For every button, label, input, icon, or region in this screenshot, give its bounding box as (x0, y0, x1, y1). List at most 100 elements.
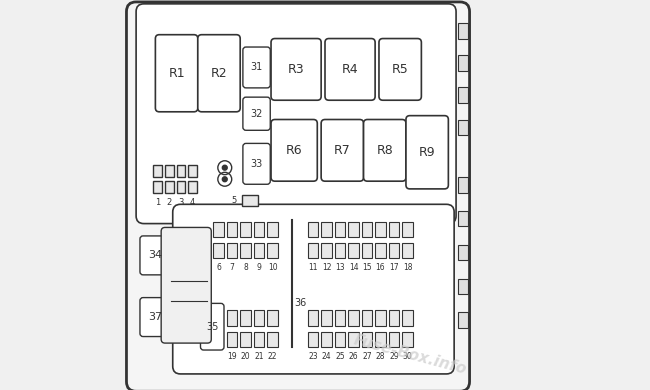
Text: 7: 7 (229, 263, 235, 273)
Text: 37: 37 (148, 312, 162, 322)
Text: 34: 34 (148, 250, 162, 261)
Text: 17: 17 (389, 263, 399, 273)
Bar (361, 222, 372, 237)
FancyBboxPatch shape (155, 35, 198, 112)
Bar (348, 243, 359, 258)
Text: 12: 12 (322, 263, 332, 273)
Bar (240, 243, 251, 258)
FancyBboxPatch shape (140, 298, 171, 337)
Bar (188, 165, 197, 177)
Bar (335, 243, 345, 258)
Bar (177, 165, 185, 177)
Bar (375, 310, 386, 326)
FancyBboxPatch shape (379, 39, 421, 100)
Bar (213, 222, 224, 237)
Text: 4: 4 (190, 198, 195, 207)
Text: 22: 22 (268, 352, 278, 361)
FancyBboxPatch shape (173, 204, 454, 374)
Text: R5: R5 (392, 63, 409, 76)
Text: R4: R4 (342, 63, 358, 76)
Text: 1: 1 (155, 198, 161, 207)
Bar (375, 222, 386, 237)
FancyBboxPatch shape (271, 119, 317, 181)
Bar (348, 310, 359, 326)
Text: 29: 29 (389, 352, 399, 361)
Text: 20: 20 (240, 352, 250, 361)
Bar (458, 55, 467, 71)
Bar (267, 310, 278, 326)
Text: 32: 32 (250, 109, 263, 119)
Circle shape (222, 165, 227, 170)
Bar (375, 332, 386, 347)
FancyBboxPatch shape (161, 227, 211, 343)
Bar (335, 310, 345, 326)
Bar (321, 310, 332, 326)
Bar (458, 87, 467, 103)
Bar (307, 310, 318, 326)
FancyBboxPatch shape (127, 2, 469, 390)
Text: 36: 36 (294, 298, 306, 308)
Bar (389, 222, 399, 237)
Bar (153, 181, 162, 193)
Bar (227, 332, 237, 347)
Circle shape (222, 177, 227, 182)
Bar (242, 195, 257, 206)
Bar (335, 222, 345, 237)
Text: 8: 8 (243, 263, 248, 273)
Bar (458, 278, 467, 294)
Bar (267, 222, 278, 237)
Bar (254, 310, 265, 326)
Bar (458, 119, 467, 135)
Bar (267, 243, 278, 258)
Bar (458, 211, 467, 227)
Text: 13: 13 (335, 263, 345, 273)
Bar (177, 181, 185, 193)
Text: 9: 9 (257, 263, 261, 273)
Bar (321, 222, 332, 237)
Bar (240, 222, 251, 237)
Bar (240, 332, 251, 347)
Bar (321, 332, 332, 347)
Text: 26: 26 (348, 352, 358, 361)
Bar (375, 243, 386, 258)
Text: 18: 18 (403, 263, 412, 273)
FancyBboxPatch shape (140, 236, 171, 275)
FancyBboxPatch shape (325, 39, 375, 100)
Text: 25: 25 (335, 352, 345, 361)
FancyBboxPatch shape (271, 39, 321, 100)
Bar (402, 243, 413, 258)
Bar (227, 243, 237, 258)
Bar (402, 222, 413, 237)
Text: 11: 11 (308, 263, 318, 273)
FancyBboxPatch shape (200, 303, 224, 350)
Bar (307, 243, 318, 258)
Text: 15: 15 (362, 263, 372, 273)
Bar (402, 332, 413, 347)
Bar (361, 310, 372, 326)
FancyBboxPatch shape (243, 47, 270, 88)
FancyBboxPatch shape (243, 97, 270, 130)
Text: R6: R6 (286, 144, 302, 157)
Bar (458, 312, 467, 328)
Bar (458, 177, 467, 193)
FancyBboxPatch shape (406, 116, 448, 189)
FancyBboxPatch shape (198, 35, 240, 112)
Text: 5: 5 (231, 196, 237, 205)
Text: R7: R7 (334, 144, 351, 157)
Bar (267, 332, 278, 347)
Bar (240, 310, 251, 326)
Bar (254, 243, 265, 258)
Bar (307, 222, 318, 237)
Bar (335, 332, 345, 347)
Text: 2: 2 (166, 198, 172, 207)
Bar (389, 332, 399, 347)
Text: 27: 27 (362, 352, 372, 361)
Bar (165, 181, 174, 193)
Bar (321, 243, 332, 258)
Text: 35: 35 (206, 322, 218, 332)
Bar (153, 165, 162, 177)
Bar (165, 165, 174, 177)
Bar (348, 222, 359, 237)
Text: 33: 33 (250, 159, 263, 169)
Text: 21: 21 (254, 352, 264, 361)
